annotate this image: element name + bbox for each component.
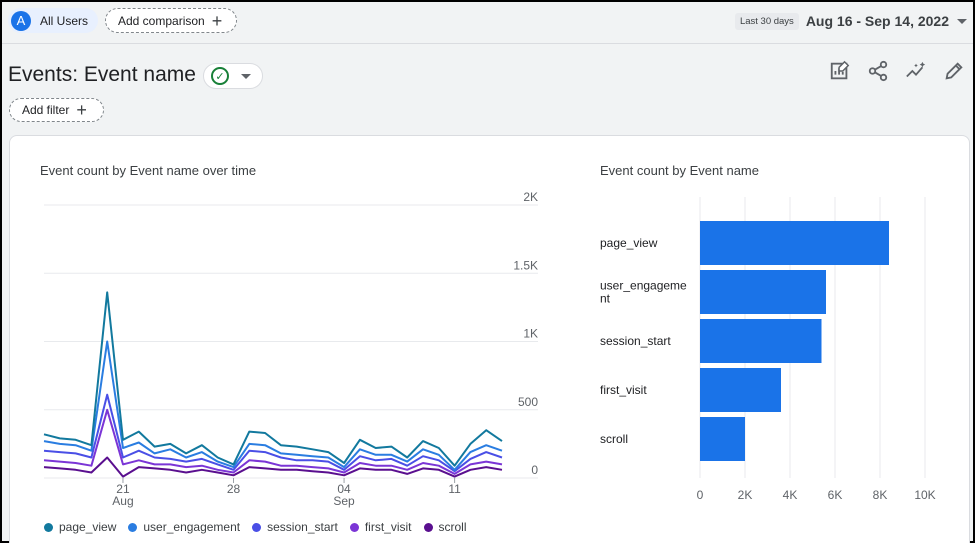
bar-chart-xtick-label: 8K [873, 488, 888, 502]
bar-page_view [700, 221, 889, 265]
share-icon[interactable] [867, 60, 889, 82]
date-range-picker[interactable]: Last 30 days Aug 16 - Sep 14, 2022 [734, 8, 967, 34]
bar-category-label: first_visit [600, 383, 647, 397]
bar-scroll [700, 417, 745, 461]
line-chart-title: Event count by Event name over time [40, 163, 257, 178]
add-filter-button[interactable]: Add filter + [9, 98, 104, 122]
bar-first_visit [700, 368, 781, 412]
legend-label: page_view [59, 520, 117, 534]
add-comparison-button[interactable]: Add comparison + [105, 8, 237, 33]
legend-item-session_start[interactable]: session_start [252, 520, 338, 534]
plus-icon: + [211, 10, 223, 31]
add-comparison-label: Add comparison [118, 13, 205, 28]
line-chart-legend: page_view user_engagement session_start fir… [44, 520, 467, 534]
header-divider [2, 43, 973, 44]
series-line-first_visit [43, 408, 503, 475]
legend-dot-icon [252, 522, 262, 532]
bar-chart-xtick-label: 10K [914, 488, 935, 502]
bar-session_start [700, 319, 822, 363]
date-preset-badge: Last 30 days [734, 12, 799, 30]
chevron-down-icon [957, 18, 967, 24]
bar-chart-xtick-label: 6K [828, 488, 843, 502]
customize-report-icon[interactable] [829, 60, 851, 82]
series-line-session_start [43, 393, 503, 473]
insights-icon[interactable] [905, 60, 927, 82]
bar-user_engagement [700, 270, 826, 314]
check-circle-icon: ✓ [211, 67, 229, 85]
bar-category-label: nt [600, 292, 611, 306]
series-line-scroll [43, 456, 503, 478]
caret-down-icon [241, 73, 251, 79]
legend-dot-icon [349, 522, 359, 532]
legend-dot-icon [128, 522, 138, 532]
date-range-label: Aug 16 - Sep 14, 2022 [805, 13, 949, 29]
top-bar: A All Users Add comparison + Last 30 day… [8, 8, 967, 34]
bar-category-label: user_engageme [600, 279, 687, 293]
legend-dot-icon [423, 522, 433, 532]
page-title: Events: Event name [8, 63, 196, 86]
line-chart-xtick-sublabel: Sep [333, 494, 355, 508]
segment-avatar-icon: A [11, 10, 31, 31]
edit-icon[interactable] [943, 60, 965, 82]
segment-chip-all-users[interactable]: A All Users [8, 8, 98, 33]
line-chart-ytick-label: 500 [518, 395, 538, 409]
add-filter-label: Add filter [22, 103, 70, 117]
line-chart-xtick-label: 04 [337, 482, 351, 496]
bar-chart-xtick-label: 0 [697, 488, 704, 502]
bar-chart-xtick-label: 2K [738, 488, 753, 502]
report-toolbar [829, 60, 965, 82]
legend-item-page_view[interactable]: page_view [44, 520, 116, 534]
legend-label: session_start [267, 520, 338, 534]
series-line-user_engagement [43, 340, 503, 471]
line-chart-ytick-label: 2K [523, 190, 538, 204]
bar-category-label: page_view [600, 236, 658, 250]
legend-label: user_engagement [143, 520, 241, 534]
legend-item-user_engagement[interactable]: user_engagement [128, 520, 240, 534]
line-chart-xtick-sublabel: Aug [112, 494, 133, 508]
plus-icon: + [76, 100, 87, 120]
bar-chart-xtick-label: 4K [783, 488, 798, 502]
line-chart-xtick-label: 11 [448, 482, 461, 496]
line-chart-xtick-label: 28 [227, 482, 241, 496]
bar-chart-title: Event count by Event name [600, 163, 759, 178]
bar-category-label: scroll [600, 432, 628, 446]
bar-category-label: session_start [600, 334, 671, 348]
legend-item-scroll[interactable]: scroll [423, 520, 467, 534]
series-line-page_view [43, 291, 503, 467]
legend-item-first_visit[interactable]: first_visit [349, 520, 412, 534]
line-chart-ytick-label: 1.5K [513, 258, 538, 272]
legend-dot-icon [44, 522, 53, 532]
segment-label: All Users [40, 13, 89, 28]
legend-label: first_visit [364, 520, 412, 534]
line-chart-ytick-label: 0 [531, 463, 538, 477]
line-chart-ytick-label: 1K [523, 327, 538, 341]
line-chart-xtick-label: 21 [116, 482, 130, 496]
legend-label: scroll [438, 520, 467, 534]
report-status-dropdown[interactable]: ✓ [203, 63, 263, 89]
